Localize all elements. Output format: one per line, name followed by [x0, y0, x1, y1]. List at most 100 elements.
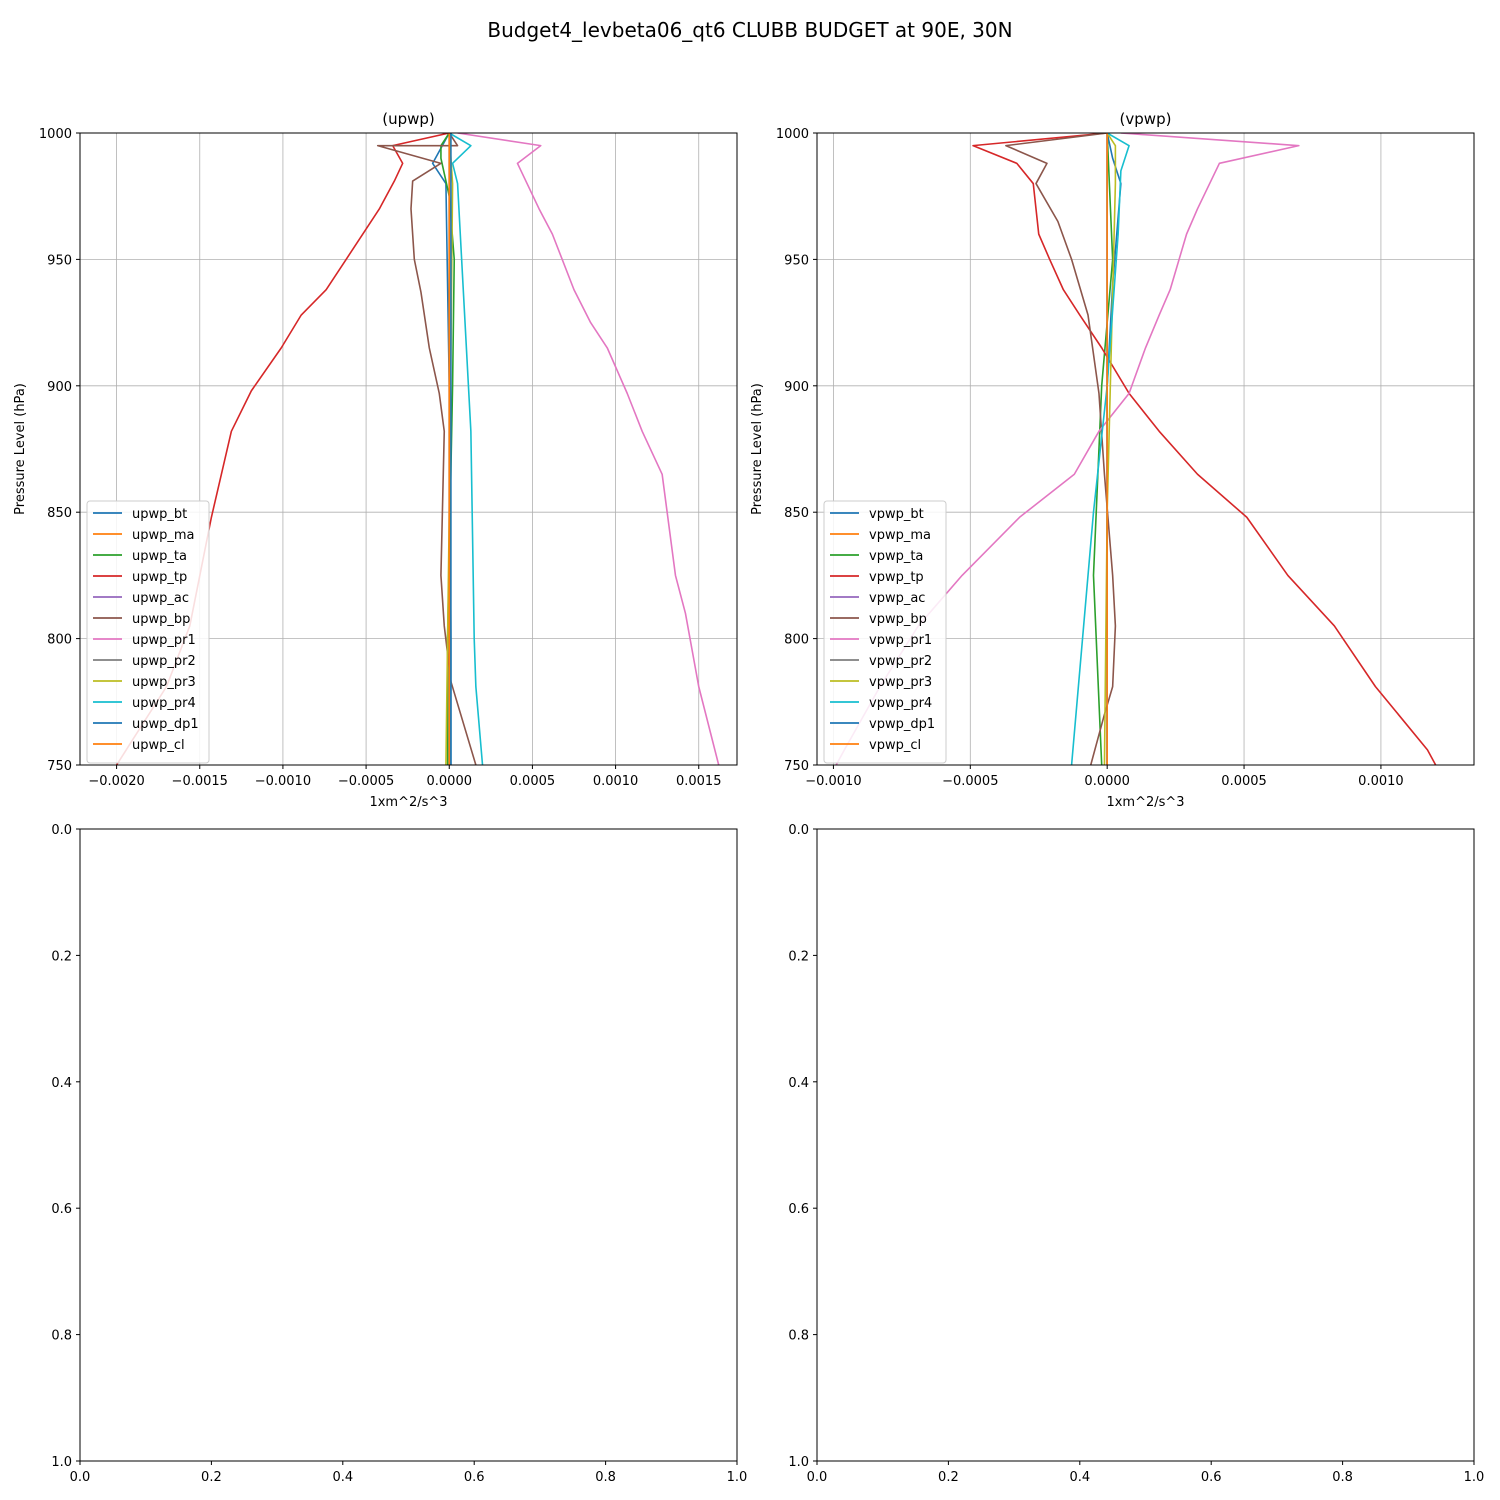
- series-line-upwp_bp: [376, 133, 477, 765]
- panel-1: −0.0020 −0.0015 −0.0010 −0.0005 0.0000 0.0005…: [13, 110, 738, 810]
- x-tick-label: −0.0015: [172, 774, 228, 789]
- figure-title: Budget4_levbeta06_qt6 CLUBB BUDGET at 90…: [487, 18, 1012, 42]
- x-tick-label: 0.6: [1201, 1470, 1222, 1485]
- y-tick-label: 850: [47, 506, 72, 521]
- legend-entry-upwp_pr2: upwp_pr2: [132, 654, 196, 669]
- x-tick-label: 0.6: [464, 1470, 485, 1485]
- x-tick-label: 1.0: [727, 1470, 748, 1485]
- legend-box: [86, 500, 210, 764]
- legend-entry-vpwp_bp: vpwp_bp: [869, 612, 927, 627]
- x-tick-label: −0.0005: [942, 774, 998, 789]
- x-tick-label: 1.0: [1464, 1470, 1485, 1485]
- y-tick-label: 900: [47, 380, 72, 395]
- axes-frame: [79, 132, 738, 766]
- panel-4: 0.0 0.2 0.4 0.6 0.8 1.00.00.20.40.60.81.0: [788, 823, 1484, 1485]
- legend-entry-vpwp_tp: vpwp_tp: [869, 570, 924, 585]
- legend-box: [823, 500, 947, 764]
- series-lines: [115, 133, 720, 765]
- y-tick-label: 0.6: [51, 1202, 72, 1217]
- y-tick-label: 950: [784, 253, 809, 268]
- y-tick-label: 1000: [776, 127, 809, 142]
- axes-frame: [816, 828, 1475, 1462]
- y-tick-label: 750: [47, 759, 72, 774]
- x-tick-label: 0.8: [1332, 1470, 1353, 1485]
- series-line-vpwp_tp: [972, 133, 1437, 765]
- legend-entry-upwp_pr3: upwp_pr3: [132, 675, 196, 690]
- legend-entry-vpwp_pr2: vpwp_pr2: [869, 654, 932, 669]
- y-tick-label: 0.2: [788, 949, 809, 964]
- legend-entry-upwp_ta: upwp_ta: [132, 549, 187, 564]
- legend: upwp_bt upwp_ma upwp_ta upwp_tp upwp_ac upwp_…: [86, 500, 210, 764]
- legend-entry-vpwp_pr4: vpwp_pr4: [869, 696, 932, 711]
- y-tick-label: 800: [784, 633, 809, 648]
- y-axis-label: Pressure Level (hPa): [750, 383, 765, 515]
- y-tick-label: 0.2: [51, 949, 72, 964]
- y-tick-label: 0.6: [788, 1202, 809, 1217]
- x-tick-label: 0.0005: [1221, 774, 1267, 789]
- y-tick-label: 0.8: [51, 1329, 72, 1344]
- legend-entry-upwp_cl: upwp_cl: [132, 738, 185, 753]
- panel-title: (upwp): [382, 110, 435, 128]
- x-tick-label: 0.0015: [676, 774, 722, 789]
- legend-entry-upwp_pr4: upwp_pr4: [132, 696, 196, 711]
- y-tick-label: 0.4: [51, 1076, 72, 1091]
- x-tick-label: 0.0010: [593, 774, 639, 789]
- series-line-upwp_pr4: [448, 133, 484, 765]
- series-line-vpwp_pr3: [1103, 133, 1117, 765]
- x-axis-label: 1xm^2/s^3: [369, 795, 447, 810]
- axes-frame: [816, 132, 1475, 766]
- panels: −0.0020 −0.0015 −0.0010 −0.0005 0.0000 0.0005…: [13, 110, 1484, 1485]
- series-lines: [835, 133, 1437, 765]
- y-tick-label: 900: [784, 380, 809, 395]
- legend-entry-vpwp_ma: vpwp_ma: [869, 528, 931, 543]
- x-tick-label: 0.0000: [427, 774, 473, 789]
- legend-entry-vpwp_cl: vpwp_cl: [869, 738, 921, 753]
- legend-entry-upwp_bp: upwp_bp: [132, 612, 190, 627]
- legend-entry-upwp_ac: upwp_ac: [132, 591, 189, 606]
- y-tick-label: 950: [47, 253, 72, 268]
- x-tick-label: 0.0000: [1084, 774, 1130, 789]
- series-line-vpwp_bp: [1005, 133, 1117, 765]
- x-tick-label: 0.4: [332, 1470, 353, 1485]
- axes-frame: [79, 828, 738, 1462]
- legend-entry-vpwp_pr3: vpwp_pr3: [869, 675, 932, 690]
- legend-entry-upwp_ma: upwp_ma: [132, 528, 195, 543]
- x-tick-label: 0.2: [201, 1470, 222, 1485]
- x-tick-label: 0.0: [70, 1470, 91, 1485]
- y-tick-label: 850: [784, 506, 809, 521]
- x-tick-label: 0.2: [938, 1470, 959, 1485]
- series-line-vpwp_ta: [1092, 133, 1114, 765]
- x-tick-label: 0.8: [595, 1470, 616, 1485]
- x-tick-label: −0.0005: [338, 774, 394, 789]
- x-axis-label: 1xm^2/s^3: [1106, 795, 1184, 810]
- y-axis-label: Pressure Level (hPa): [13, 383, 28, 515]
- y-tick-label: 800: [47, 633, 72, 648]
- legend-entry-vpwp_dp1: vpwp_dp1: [869, 717, 935, 732]
- y-tick-label: 0.4: [788, 1076, 809, 1091]
- legend-entry-upwp_tp: upwp_tp: [132, 570, 187, 585]
- x-tick-label: 0.4: [1069, 1470, 1090, 1485]
- y-tick-label: 0.0: [51, 823, 72, 838]
- x-tick-label: −0.0020: [88, 774, 144, 789]
- x-tick-label: 0.0005: [510, 774, 556, 789]
- legend-entry-vpwp_ac: vpwp_ac: [869, 591, 925, 606]
- legend-entry-vpwp_ta: vpwp_ta: [869, 549, 923, 564]
- y-tick-label: 750: [784, 759, 809, 774]
- series-line-upwp_pr1: [457, 133, 720, 765]
- legend: vpwp_bt vpwp_ma vpwp_ta vpwp_tp vpwp_ac vpwp_…: [823, 500, 947, 764]
- x-tick-label: −0.0010: [805, 774, 861, 789]
- x-tick-label: 0.0010: [1358, 774, 1404, 789]
- y-tick-label: 1.0: [788, 1455, 809, 1470]
- y-tick-label: 1.0: [51, 1455, 72, 1470]
- legend-entry-upwp_dp1: upwp_dp1: [132, 717, 199, 732]
- x-tick-label: −0.0010: [255, 774, 311, 789]
- legend-entry-vpwp_bt: vpwp_bt: [869, 507, 924, 522]
- y-tick-label: 0.0: [788, 823, 809, 838]
- panel-title: (vpwp): [1120, 110, 1172, 128]
- series-line-vpwp_pr4: [1070, 133, 1130, 765]
- y-tick-label: 1000: [39, 127, 72, 142]
- legend-entry-upwp_pr1: upwp_pr1: [132, 633, 196, 648]
- panel-2: −0.0010 −0.0005 0.0000 0.0005 0.0010 750 800 85…: [750, 110, 1475, 810]
